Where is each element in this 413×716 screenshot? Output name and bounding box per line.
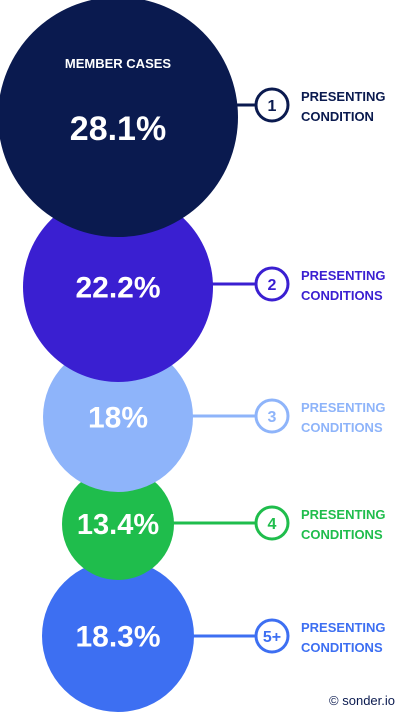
number-circle-2	[254, 266, 290, 302]
bubble-3	[43, 342, 193, 492]
copyright-credit: © sonder.io	[329, 693, 395, 708]
number-circle-3	[254, 398, 290, 434]
bubble-5	[42, 560, 194, 712]
bubble-1	[0, 0, 238, 237]
condition-label-line1-3: PRESENTING	[301, 400, 386, 415]
bubble-2	[23, 192, 213, 382]
number-circle-1	[254, 87, 290, 123]
condition-label-line1-5: PRESENTING	[301, 620, 386, 635]
condition-label-line2-5: CONDITIONS	[301, 640, 383, 655]
number-label-4: 4	[268, 516, 277, 533]
bubble-value-2: 22.2%	[75, 272, 160, 305]
condition-label-line2-2: CONDITIONS	[301, 288, 383, 303]
condition-label-line2-1: CONDITION	[301, 109, 374, 124]
bubble-layer	[0, 0, 238, 712]
number-circle-5	[254, 618, 290, 654]
condition-label-line1-4: PRESENTING	[301, 507, 386, 522]
bubble-value-4: 13.4%	[77, 509, 159, 541]
number-label-2: 2	[268, 277, 277, 294]
condition-label-line1-2: PRESENTING	[301, 268, 386, 283]
condition-label-line2-4: CONDITIONS	[301, 527, 383, 542]
bubble-value-5: 18.3%	[75, 621, 160, 654]
member-cases-label: MEMBER CASES	[65, 56, 172, 71]
number-label-3: 3	[268, 409, 277, 426]
number-circle-4	[254, 505, 290, 541]
number-label-1: 1	[268, 98, 277, 115]
bubble-value-3: 18%	[88, 402, 148, 435]
condition-label-line1-1: PRESENTING	[301, 89, 386, 104]
bubble-4	[62, 468, 174, 580]
bubble-value-1: 28.1%	[70, 110, 166, 148]
number-label-5: 5+	[263, 629, 281, 646]
condition-label-line2-3: CONDITIONS	[301, 420, 383, 435]
